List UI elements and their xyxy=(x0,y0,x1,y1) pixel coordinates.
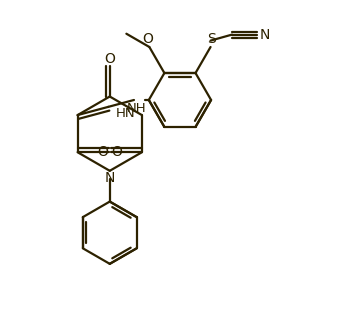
Text: N: N xyxy=(259,27,270,42)
Text: O: O xyxy=(97,145,108,159)
Text: O: O xyxy=(104,52,115,66)
Text: NH: NH xyxy=(127,102,147,115)
Text: N: N xyxy=(105,171,115,185)
Text: O: O xyxy=(111,145,122,159)
Text: O: O xyxy=(142,32,153,46)
Text: HN: HN xyxy=(116,107,136,120)
Text: S: S xyxy=(207,32,216,46)
